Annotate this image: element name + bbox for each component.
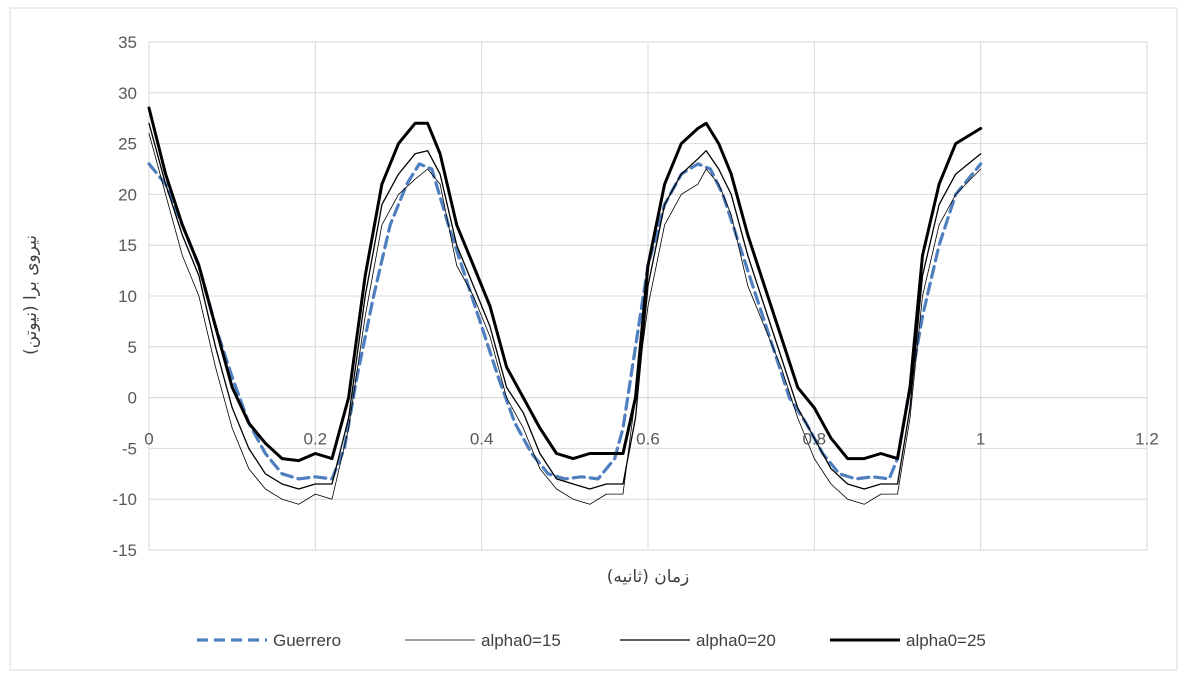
series-line-alpha0-20 [148, 122, 982, 490]
legend-label: alpha0=20 [696, 631, 776, 650]
y-tick-label: 5 [128, 338, 137, 357]
x-tick-label: 1 [976, 430, 985, 449]
y-tick-label: 25 [118, 135, 137, 154]
x-axis-title: زمان (ثانیه) [607, 567, 690, 587]
y-tick-label: 15 [118, 236, 137, 255]
y-tick-label: 0 [128, 389, 137, 408]
x-tick-label: 0 [144, 430, 153, 449]
x-tick-label: 0.4 [470, 430, 494, 449]
series-line-guerrero [147, 162, 983, 481]
grid [148, 41, 1148, 551]
legend: Guerrero alpha0=15 alpha0=20 alpha0=25 [197, 631, 986, 650]
x-tick-label: 0.2 [304, 430, 328, 449]
legend-label: alpha0=15 [481, 631, 561, 650]
x-tick-label: 0.8 [803, 430, 827, 449]
series-line-alpha0-15 [148, 132, 982, 505]
y-tick-label: -10 [112, 490, 137, 509]
y-tick-label: -5 [122, 439, 137, 458]
chart-border [9, 7, 1178, 671]
legend-label: alpha0=25 [906, 631, 986, 650]
y-tick-label: 35 [118, 33, 137, 52]
y-tick-label: 10 [118, 287, 137, 306]
y-tick-label: -15 [112, 541, 137, 560]
y-tick-label: 20 [118, 185, 137, 204]
x-tick-label: 1.2 [1135, 430, 1159, 449]
series-layer [147, 106, 983, 505]
y-tick-label: 30 [118, 84, 137, 103]
series-line-alpha0-25 [147, 106, 983, 463]
y-axis-title: نیروی برا (نیوتن) [21, 235, 41, 355]
x-tick-label: 0.6 [636, 430, 660, 449]
legend-label: Guerrero [273, 631, 341, 650]
tick-labels: -15 -10 -5 0 5 10 15 20 25 30 35 0 0.2 0.4 0.6 0.8 1 1.2 [112, 33, 1158, 560]
